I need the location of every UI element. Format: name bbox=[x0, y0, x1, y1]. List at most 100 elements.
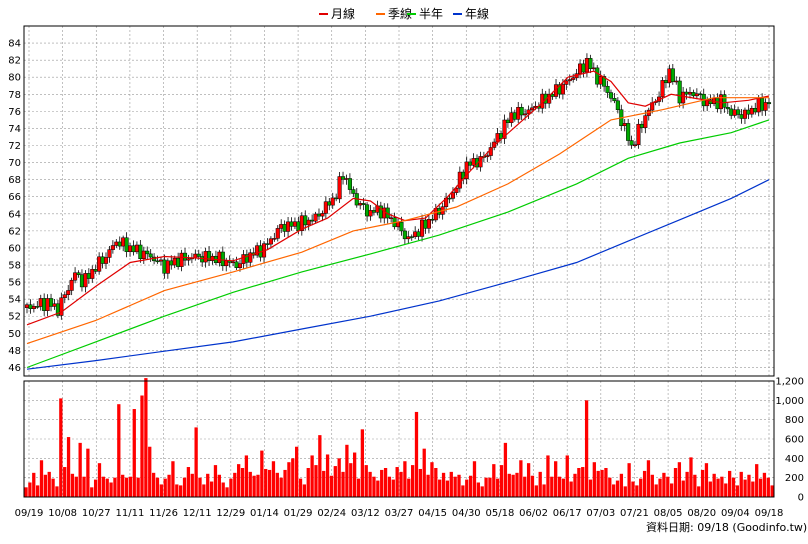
candle-body bbox=[468, 161, 473, 166]
volume-tick-label: 400 bbox=[785, 454, 804, 465]
volume-bar bbox=[704, 463, 709, 497]
price-frame bbox=[23, 25, 775, 377]
volume-bar bbox=[151, 472, 156, 497]
volume-bar bbox=[708, 481, 712, 497]
candle-body bbox=[31, 306, 36, 309]
volume-bar bbox=[731, 477, 736, 497]
volume-bar bbox=[159, 484, 163, 497]
moving-average-lines bbox=[26, 70, 770, 370]
volume-bar bbox=[240, 468, 245, 497]
volume-bar bbox=[619, 473, 624, 497]
candle-body bbox=[193, 253, 198, 259]
volume-bar bbox=[190, 473, 194, 497]
candle-body bbox=[59, 297, 64, 316]
candle-body bbox=[121, 237, 126, 247]
volume-tick-label: 600 bbox=[785, 435, 804, 446]
volume-bar bbox=[581, 467, 585, 497]
price-tick-label: 70 bbox=[8, 158, 21, 169]
candle-body bbox=[464, 161, 469, 180]
volume-bar bbox=[716, 478, 720, 497]
candle-body bbox=[409, 236, 414, 238]
volume-bar bbox=[526, 463, 531, 497]
candle-body bbox=[296, 221, 301, 232]
candle-body bbox=[560, 84, 565, 95]
x-tick-label: 02/24 bbox=[317, 508, 346, 519]
volume-bar bbox=[217, 474, 221, 497]
volume-bar bbox=[530, 475, 535, 497]
volume-bar bbox=[198, 477, 202, 497]
volume-bar bbox=[546, 455, 550, 497]
volume-bar bbox=[179, 485, 183, 497]
candle-body bbox=[306, 219, 311, 226]
candle-body bbox=[564, 80, 569, 85]
volume-bar bbox=[194, 427, 198, 497]
volume-bar bbox=[666, 476, 670, 497]
candle-body bbox=[766, 102, 772, 105]
legend-label-yearly: 年線 bbox=[465, 6, 489, 21]
x-tick-label: 10/08 bbox=[48, 508, 77, 519]
volume-bar bbox=[724, 483, 728, 497]
volume-bar bbox=[237, 464, 241, 497]
volume-bar bbox=[596, 470, 600, 497]
candle-body bbox=[73, 272, 78, 281]
price-tick-label: 60 bbox=[8, 243, 21, 254]
candle-body bbox=[103, 257, 109, 264]
volume-bar bbox=[673, 468, 678, 497]
volume-bar bbox=[747, 474, 751, 497]
volume-bar bbox=[600, 469, 604, 497]
candle-body bbox=[698, 93, 703, 96]
candle-body bbox=[416, 231, 421, 237]
price-tick-label: 66 bbox=[8, 192, 21, 203]
candle-body bbox=[739, 114, 744, 119]
volume-bar bbox=[148, 446, 152, 497]
candle-body bbox=[327, 201, 332, 206]
candle-body bbox=[622, 123, 627, 127]
volume-bar bbox=[554, 461, 558, 497]
candle-body bbox=[615, 100, 620, 110]
volume-bar bbox=[584, 400, 589, 497]
candle-body bbox=[636, 123, 641, 145]
volume-bar bbox=[418, 468, 423, 497]
volume-bar bbox=[121, 474, 125, 497]
candle-body bbox=[282, 224, 287, 232]
candle-body bbox=[330, 197, 335, 206]
candle-body bbox=[217, 251, 222, 264]
volume-bar bbox=[70, 473, 75, 497]
volume-bar bbox=[631, 481, 635, 497]
candle-body bbox=[83, 273, 88, 288]
x-tick-label: 11/26 bbox=[149, 508, 178, 519]
price-tick-label: 68 bbox=[8, 175, 21, 186]
volume-bar bbox=[615, 480, 620, 497]
price-tick-label: 82 bbox=[8, 56, 21, 67]
volume-bar bbox=[492, 464, 496, 497]
volume-bar bbox=[743, 479, 747, 497]
volume-bar bbox=[264, 468, 268, 497]
candle-body bbox=[97, 256, 102, 272]
volume-bar bbox=[755, 464, 759, 497]
candle-body bbox=[471, 158, 476, 166]
volume-bar bbox=[735, 485, 740, 497]
volume-bar bbox=[186, 467, 191, 497]
volume-bar bbox=[604, 468, 608, 497]
candle-body bbox=[186, 258, 191, 261]
x-tick-label: 08/20 bbox=[687, 508, 716, 519]
candle-body bbox=[76, 272, 81, 275]
volume-bar bbox=[279, 477, 283, 497]
candle-body bbox=[684, 91, 689, 95]
candle-body bbox=[279, 224, 284, 229]
volume-bar bbox=[449, 471, 453, 497]
candle-body bbox=[485, 155, 490, 158]
volume-bar bbox=[739, 471, 743, 497]
volume-bar bbox=[646, 460, 651, 497]
candle-body bbox=[454, 187, 459, 193]
candle-body bbox=[423, 219, 428, 229]
candle-body bbox=[134, 244, 139, 253]
candle-body bbox=[371, 210, 377, 213]
volume-bar bbox=[182, 477, 187, 497]
candle-body bbox=[313, 213, 318, 222]
volume-bar bbox=[233, 472, 237, 497]
volume-bar bbox=[697, 486, 701, 497]
candle-body bbox=[182, 252, 188, 261]
volume-bar bbox=[209, 481, 214, 497]
